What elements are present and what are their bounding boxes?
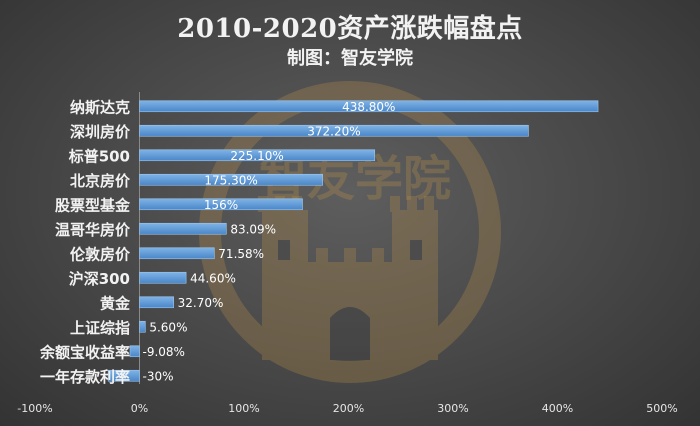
data-label: 225.10% <box>230 149 283 163</box>
x-tick-label: 100% <box>228 402 259 415</box>
data-label: 71.58% <box>218 247 264 261</box>
bar-2 <box>139 149 376 162</box>
x-tick-label: -100% <box>17 402 52 415</box>
x-tick-label: 0% <box>131 402 148 415</box>
category-label: 北京房价 <box>70 172 131 190</box>
category-label: 股票型基金 <box>55 196 131 214</box>
data-label: 372.20% <box>307 124 360 138</box>
bar-10 <box>129 345 140 358</box>
chart-subtitle: 制图：智友学院 <box>287 48 413 69</box>
bar-5 <box>139 222 227 235</box>
x-tick-label: 300% <box>437 402 468 415</box>
data-label: 175.30% <box>204 173 257 187</box>
data-label: 438.80% <box>342 100 395 114</box>
category-label: 余额宝收益率 <box>39 343 130 361</box>
bar-8 <box>139 296 174 309</box>
data-label: 44.60% <box>190 271 236 285</box>
bar-6 <box>139 247 215 260</box>
x-tick-label: 500% <box>646 402 677 415</box>
bar-1 <box>139 124 529 137</box>
chart-title: 2010-2020资产涨跌幅盘点 <box>177 14 523 44</box>
category-label: 一年存款利率 <box>40 368 130 386</box>
data-label: 83.09% <box>230 222 276 236</box>
category-label: 伦敦房价 <box>70 245 131 263</box>
category-label: 上证综指 <box>70 319 130 337</box>
watermark-castle-logo <box>199 81 501 383</box>
data-label: 156% <box>204 198 238 212</box>
bar-4 <box>139 198 303 211</box>
category-label: 纳斯达克 <box>70 98 130 116</box>
data-label: 5.60% <box>149 320 187 334</box>
bar-0 <box>139 100 599 113</box>
category-label: 深圳房价 <box>70 123 131 141</box>
bar-9 <box>139 320 146 333</box>
category-label: 沪深300 <box>69 270 130 288</box>
data-label: 32.70% <box>178 296 224 310</box>
data-label: -9.08% <box>143 345 185 359</box>
category-label: 标普500 <box>68 147 130 165</box>
x-tick-label: 400% <box>542 402 573 415</box>
category-label: 黄金 <box>100 294 131 312</box>
category-label: 温哥华房价 <box>55 221 131 239</box>
x-tick-label: 200% <box>333 402 364 415</box>
bar-7 <box>139 271 187 284</box>
bar-11 <box>107 369 140 382</box>
bar-3 <box>139 173 323 186</box>
data-label: -30% <box>143 369 174 383</box>
